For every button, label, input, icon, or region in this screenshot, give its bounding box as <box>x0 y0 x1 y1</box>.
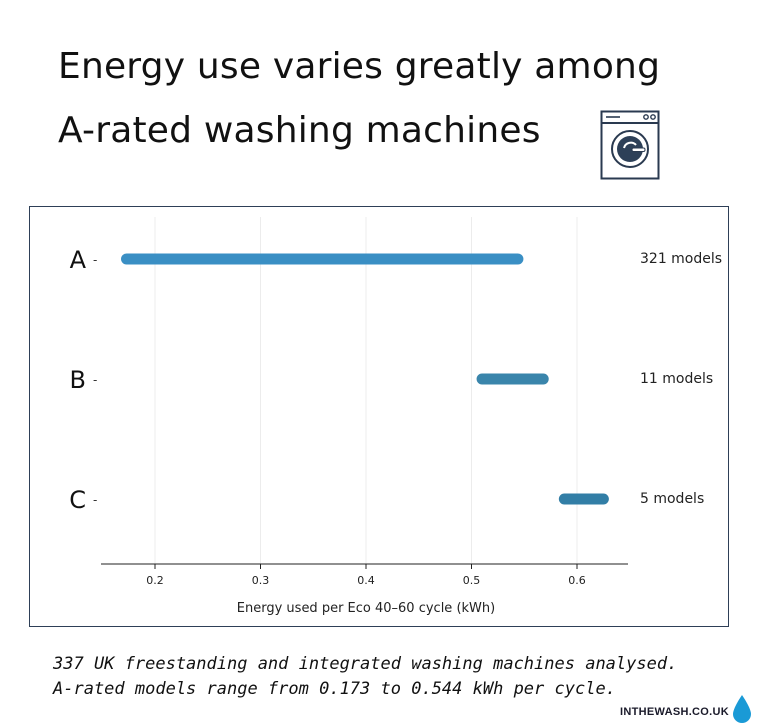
caption-line-2: A-rated models range from 0.173 to 0.544… <box>53 679 616 699</box>
x-tick-label: 0.5 <box>463 574 481 587</box>
x-tick-label: 0.3 <box>252 574 270 587</box>
category-label: C <box>69 486 86 514</box>
washing-machine-icon <box>600 110 660 180</box>
model-count-label: 5 models <box>640 491 704 507</box>
x-axis-label: Energy used per Eco 40–60 cycle (kWh) <box>237 601 495 616</box>
water-drop-icon <box>733 695 751 723</box>
model-count-label: 11 models <box>640 371 713 387</box>
category-tick: - <box>93 373 97 387</box>
category-tick: - <box>93 493 97 507</box>
chart-frame: A-B-C- 321 models 11 models 5 models 0.2 0.… <box>29 206 729 627</box>
category-tick: - <box>93 253 97 267</box>
x-tick-label: 0.4 <box>357 574 375 587</box>
caption-line-1: 337 UK freestanding and integrated washi… <box>53 654 678 674</box>
page-title-line-1: Energy use varies greatly among <box>58 46 661 87</box>
brand-link[interactable]: INTHEWASH.CO.UK <box>620 706 729 718</box>
page-title-line-2: A-rated washing machines <box>58 110 541 151</box>
category-label: A <box>70 246 87 274</box>
x-tick-label: 0.6 <box>568 574 586 587</box>
model-count-label: 321 models <box>640 251 722 267</box>
x-tick-label: 0.2 <box>146 574 164 587</box>
category-label: B <box>70 366 86 394</box>
